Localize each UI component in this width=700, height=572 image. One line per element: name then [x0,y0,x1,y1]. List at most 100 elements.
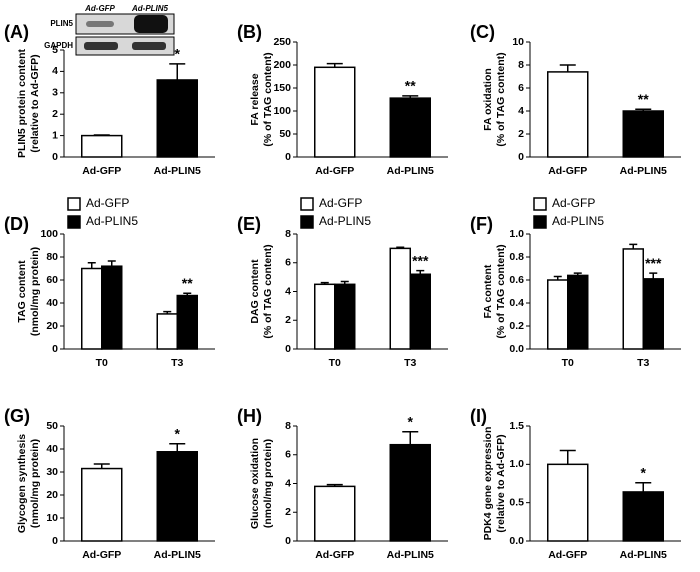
error-bar [107,260,116,267]
y-tick-label: 0.6 [509,274,524,286]
bar [389,247,411,350]
x-tick-label: T3 [171,357,183,369]
y-axis-label: DAG content [249,259,261,324]
y-tick-label: 0 [52,535,58,547]
significance-mark: ** [638,91,649,107]
bar [176,294,198,350]
x-tick-label: Ad-PLIN5 [620,165,667,177]
error-bar [635,481,652,492]
y-axis-label: (% of TAG content) [262,52,274,146]
bar [547,279,569,350]
x-tick-label: T3 [637,357,649,369]
western-blot: Ad-GFP Ad-PLIN5 PLIN5 GAPDH [44,4,175,56]
error-bar [183,292,192,296]
blot-band [132,42,166,50]
error-bar [396,246,405,249]
x-tick-label: Ad-GFP [315,165,354,177]
bar [409,273,431,350]
y-tick-label: 50 [279,128,291,140]
legend-label: Ad-PLIN5 [86,214,138,228]
y-tick-label: 8 [518,59,524,71]
y-tick-label: 4 [52,65,58,77]
y-tick-label: 0.5 [509,496,524,508]
y-axis-label: PDK4 gene expression [482,427,494,541]
y-tick-label: 0 [52,343,58,355]
y-axis-label: Glycogen synthesis [16,434,28,533]
blot-row-label: PLIN5 [50,19,73,28]
error-bar [649,272,658,279]
y-tick-label: 250 [273,36,291,48]
panel-label: (A) [4,22,29,42]
bar [622,491,664,542]
bar [622,110,664,158]
x-tick-label: Ad-GFP [548,549,587,561]
significance-mark: *** [645,255,662,271]
y-axis-label: (relative to Ad-GFP) [495,434,507,532]
y-tick-label: 20 [46,489,58,501]
y-tick-label: 4 [285,477,291,489]
x-tick-label: Ad-GFP [82,165,121,177]
legend-swatch [67,215,81,229]
bar [101,265,123,350]
error-bar [402,431,419,445]
panel-label: (B) [237,22,262,42]
y-tick-label: 0 [285,343,291,355]
x-tick-label: Ad-PLIN5 [387,165,434,177]
y-tick-label: 10 [512,36,524,48]
bar [389,443,431,542]
y-tick-label: 4 [518,105,524,117]
y-tick-label: 8 [285,420,291,432]
error-bar [326,483,343,487]
error-bar [553,275,562,280]
error-bar [416,269,425,275]
x-tick-label: T0 [96,357,108,369]
error-bar [559,449,576,465]
x-tick-label: Ad-GFP [82,549,121,561]
blot-band [134,15,168,33]
y-tick-label: 0 [52,151,58,163]
significance-mark: * [408,413,414,429]
legend-swatch [67,197,81,211]
panel-label: (I) [470,406,487,426]
panel-label: (G) [4,406,30,426]
y-tick-label: 0.2 [509,320,524,332]
bar [642,278,664,350]
bar [547,71,589,158]
y-axis-label: FA content [482,264,494,318]
y-tick-label: 1 [52,129,58,141]
x-tick-label: Ad-PLIN5 [154,165,201,177]
x-tick-label: Ad-PLIN5 [387,549,434,561]
bar [156,451,198,542]
blot-strip [75,36,175,56]
x-tick-label: Ad-PLIN5 [154,549,201,561]
significance-mark: ** [405,78,416,94]
error-bar [93,134,110,136]
error-bar [320,281,329,285]
significance-mark: *** [412,252,429,268]
bar [156,313,178,350]
y-axis-label: (nmol/mg protein) [262,439,274,528]
error-bar [635,108,652,111]
legend-label: Ad-PLIN5 [552,214,604,228]
error-bar [163,310,172,314]
y-tick-label: 0 [518,151,524,163]
y-tick-label: 2 [285,314,291,326]
bar [389,97,431,158]
bar [314,66,356,158]
y-axis-label: (nmol/mg protein) [29,247,41,336]
error-bar [402,95,419,99]
error-bar [629,243,638,249]
y-axis-label: PLIN5 protein content [16,48,28,158]
y-tick-label: 1.0 [509,228,524,240]
y-tick-label: 6 [285,449,291,461]
blot-band [84,42,118,50]
y-tick-label: 5 [52,44,58,56]
error-bar [573,272,582,276]
x-tick-label: T3 [404,357,416,369]
error-bar [326,62,343,68]
y-tick-label: 40 [46,297,58,309]
y-axis-label: FA release [249,73,261,125]
y-tick-label: 200 [273,59,291,71]
legend-label: Ad-GFP [319,196,362,210]
